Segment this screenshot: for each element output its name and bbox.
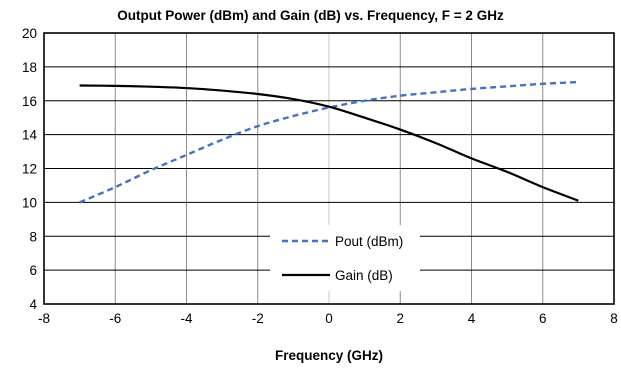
- axis-layer: -8 -6 -4 -2 0 2 4 6 8 4 6 8 10 12 14 16 18 20: [22, 26, 618, 326]
- y-tick-label: 4: [29, 297, 37, 312]
- y-tick-label: 12: [22, 162, 37, 177]
- x-tick-label: 2: [396, 311, 404, 326]
- x-tick-label: 6: [539, 311, 547, 326]
- y-tick-label: 10: [22, 195, 37, 210]
- y-tick-label: 6: [29, 263, 37, 278]
- y-tick-label: 14: [22, 128, 38, 143]
- x-tick-label: 8: [610, 311, 618, 326]
- series-line-gain: [79, 84, 579, 202]
- chart-title: Output Power (dBm) and Gain (dB) vs. Fre…: [117, 8, 504, 23]
- legend-label: Gain (dB): [335, 268, 393, 283]
- x-tick-label: 0: [325, 311, 333, 326]
- x-tick-label: -6: [109, 311, 121, 326]
- legend-background: [270, 225, 420, 291]
- x-tick-label: 4: [468, 311, 476, 326]
- legend-label: Pout (dBm): [335, 234, 403, 249]
- grid-layer: [44, 33, 614, 304]
- y-tick-label: 8: [29, 229, 37, 244]
- plot-area-frame: [43, 32, 615, 305]
- x-tick-label: -2: [252, 311, 264, 326]
- x-tick-label: -8: [38, 311, 50, 326]
- y-tick-label: 16: [22, 94, 37, 109]
- x-tick-label: -4: [180, 311, 192, 326]
- y-tick-label: 20: [22, 26, 37, 41]
- x-axis-label: Frequency (GHz): [275, 348, 383, 363]
- chart-legend: Pout (dBm) Gain (dB): [270, 225, 420, 291]
- y-tick-label: 18: [22, 60, 37, 75]
- series-layer: [79, 80, 579, 204]
